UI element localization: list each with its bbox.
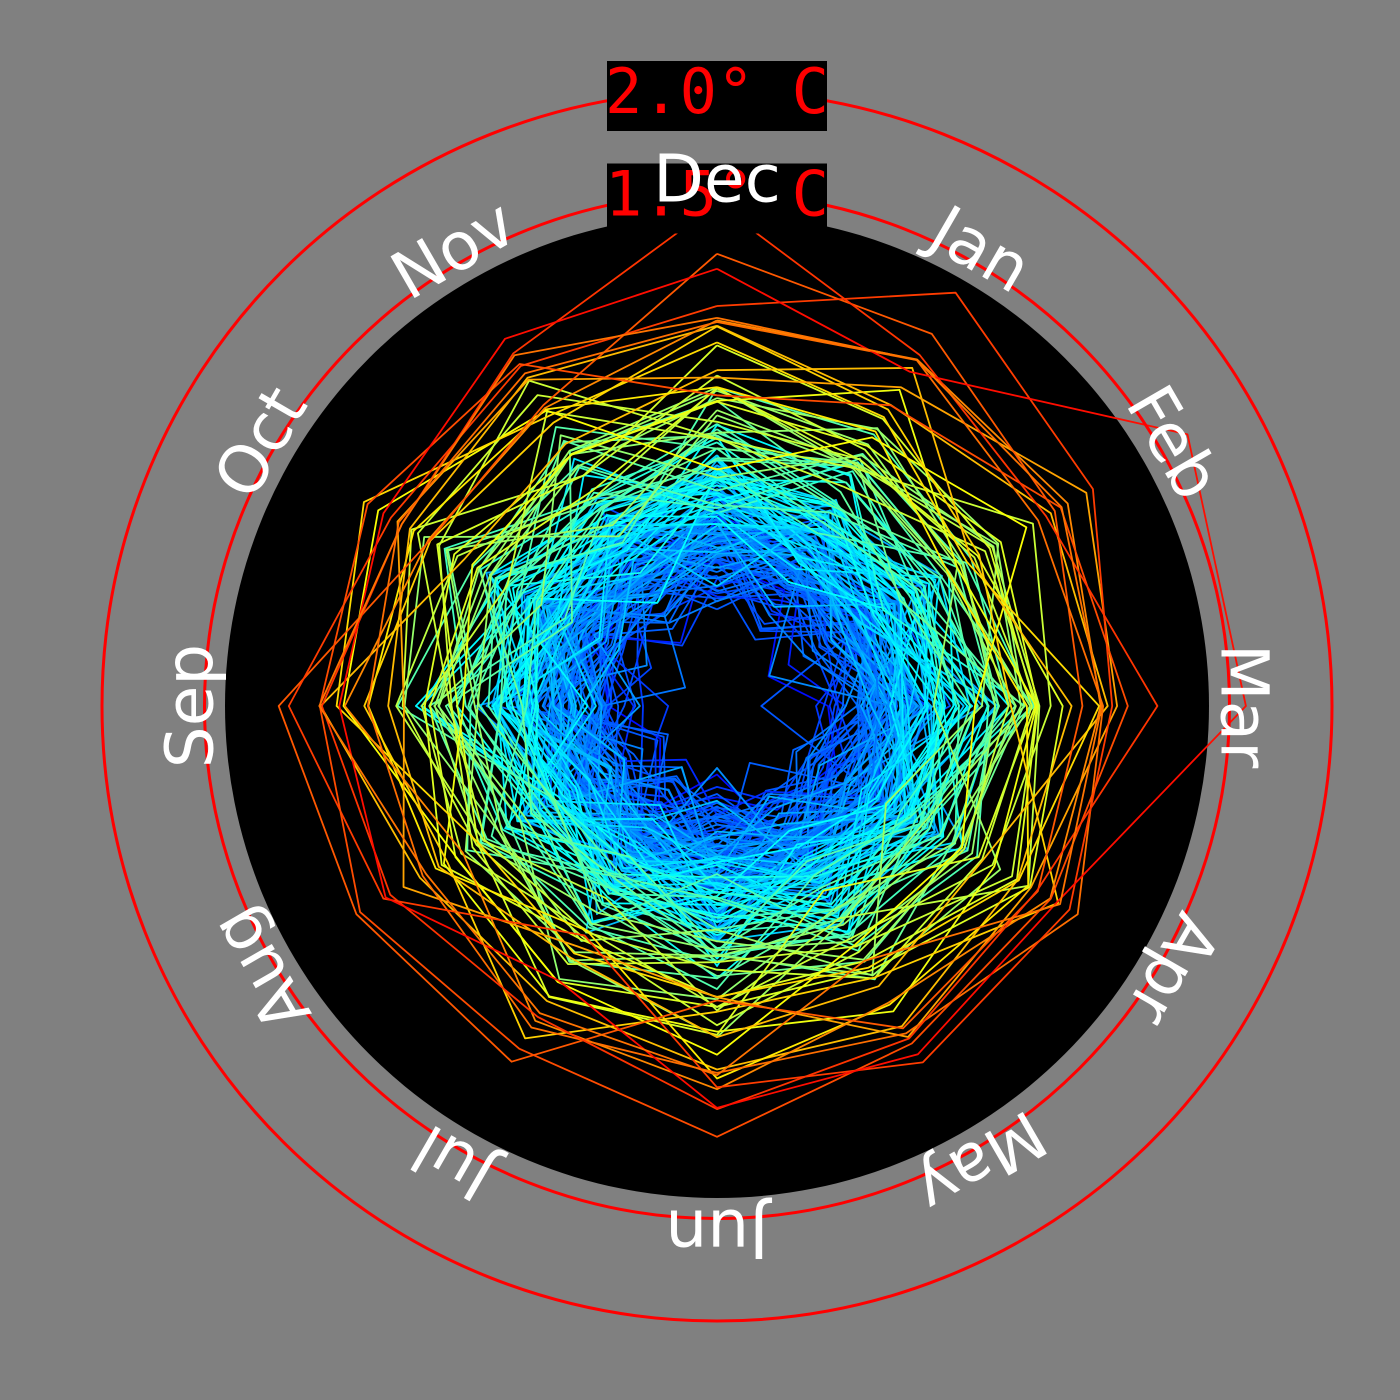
- spiral-line-1853: [603, 561, 838, 862]
- month-label-sep: Sep: [152, 644, 229, 768]
- spiral-line-1977: [466, 426, 1017, 952]
- spiral-line-2014: [318, 363, 1129, 1138]
- spiral-line-1996: [401, 374, 1010, 1027]
- spiral-line-1968: [420, 514, 969, 936]
- spiral-line-2003: [342, 409, 1028, 1056]
- spiral-line-1920: [575, 516, 883, 878]
- spiral-line-1930: [491, 464, 914, 874]
- spiral-line-2013: [287, 291, 1114, 1089]
- spiral-line-1986: [433, 434, 1022, 1001]
- reference-label: 2.0° C: [605, 55, 829, 128]
- spiral-line-1974: [448, 441, 944, 919]
- spiral-line-1979: [467, 459, 1034, 990]
- month-label-mar: Mar: [1206, 644, 1283, 769]
- spiral-line-2012: [366, 321, 1104, 1074]
- spiral-line-1980: [428, 428, 990, 948]
- spiral-line-1963: [522, 472, 978, 933]
- plot-background: [225, 214, 1209, 1198]
- spiral-line-1983: [447, 447, 1025, 977]
- spiral-line-1976: [444, 399, 972, 980]
- spiral-line-1909: [543, 529, 899, 848]
- spiral-line-1964: [480, 466, 958, 934]
- spiral-line-2005: [367, 386, 1030, 1080]
- reference-label-background: [607, 163, 827, 234]
- month-label-dec: Dec: [653, 141, 781, 218]
- spiral-line-1971: [479, 437, 1026, 906]
- spiral-line-1995: [436, 344, 1037, 1036]
- reference-label-background: [607, 61, 827, 131]
- temperature-spiral: [277, 202, 1247, 1138]
- spiral-line-2006: [387, 324, 1109, 1038]
- spiral-line-1948: [520, 467, 947, 929]
- spiral-line-2004: [319, 366, 1073, 1071]
- spiral-line-2002: [442, 388, 1038, 1033]
- spiral-line-1997: [438, 379, 1039, 965]
- spiral-line-2017: [318, 317, 1103, 1077]
- spiral-line-1989: [403, 414, 1031, 962]
- spiral-line-1937: [506, 528, 907, 887]
- reference-ring-labels: 1.5° C 2.0° C: [605, 55, 829, 234]
- spiral-line-1940: [498, 492, 943, 911]
- spiral-line-2009: [396, 376, 1118, 1038]
- month-label-jun: Jun: [665, 1195, 772, 1272]
- spiral-line-1991: [433, 386, 1017, 961]
- spiral-line-2011: [277, 252, 1084, 1063]
- spiral-line-2016: [338, 267, 1247, 1109]
- spiral-line-1966: [508, 477, 989, 879]
- spiral-line-2001: [416, 394, 1033, 980]
- spiral-line-1999: [421, 410, 1052, 1008]
- spiral-line-1975: [443, 423, 979, 940]
- spiral-line-1925: [544, 547, 997, 883]
- spiral-line-1993: [437, 427, 997, 952]
- reference-label: 1.5° C: [605, 158, 829, 231]
- spiral-line-1936: [493, 456, 936, 872]
- spiral-line-2010: [343, 319, 1102, 1091]
- spiral-line-1992: [395, 386, 1041, 1012]
- spiral-line-1946: [479, 493, 924, 888]
